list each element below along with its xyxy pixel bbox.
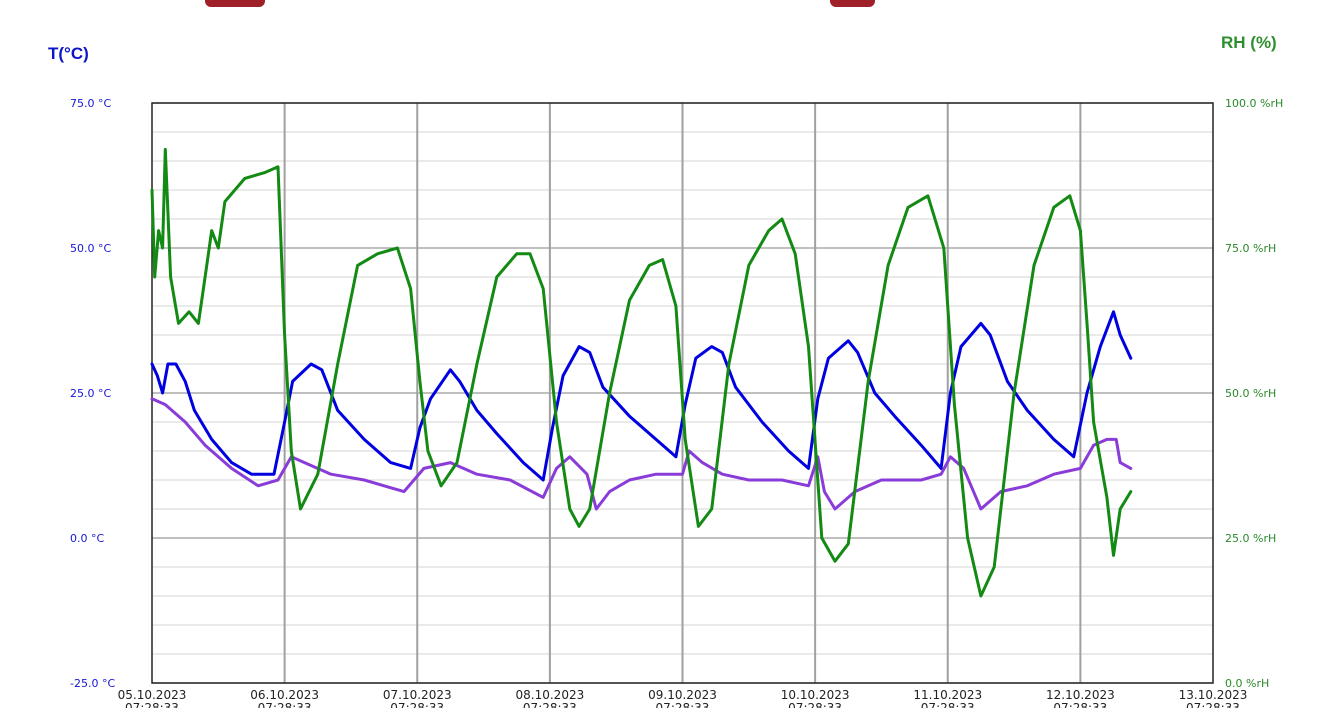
x-tick-date: 05.10.2023: [118, 688, 187, 702]
x-tick-time: 07:28:33: [125, 701, 179, 708]
x-tick-time: 07:28:33: [921, 701, 975, 708]
series-line-2: [150, 147, 1133, 598]
x-tick-time: 07:28:33: [788, 701, 842, 708]
x-tick-date: 12.10.2023: [1046, 688, 1115, 702]
banner-fragment-left: [205, 0, 265, 7]
x-tick-time: 07:28:33: [390, 701, 444, 708]
series-layer: [150, 147, 1133, 598]
left-tick-label: -25.0 °C: [70, 677, 115, 690]
x-tick-date: 13.10.2023: [1179, 688, 1248, 702]
right-tick-label: 0.0 %rH: [1225, 677, 1269, 690]
right-tick-label: 25.0 %rH: [1225, 532, 1276, 545]
banner-fragment-right: [830, 0, 875, 7]
x-tick-date: 11.10.2023: [913, 688, 982, 702]
right-tick-label: 50.0 %rH: [1225, 387, 1276, 400]
left-tick-label: 50.0 °C: [70, 242, 111, 255]
x-tick-date: 08.10.2023: [516, 688, 585, 702]
left-tick-label: 0.0 °C: [70, 532, 104, 545]
right-tick-label: 100.0 %rH: [1225, 97, 1283, 110]
x-tick-date: 10.10.2023: [781, 688, 850, 702]
x-tick-time: 07:28:33: [1053, 701, 1107, 708]
x-tick-date: 07.10.2023: [383, 688, 452, 702]
left-axis-title: T(°C): [48, 44, 89, 63]
plot-border: [151, 102, 1214, 684]
x-tick-date: 06.10.2023: [250, 688, 319, 702]
top-banner-fragment: [0, 0, 1321, 8]
x-tick-time: 07:28:33: [523, 701, 577, 708]
series-line-1: [150, 397, 1133, 511]
x-tick-time: 07:28:33: [1186, 701, 1240, 708]
right-tick-label: 75.0 %rH: [1225, 242, 1276, 255]
x-tick-time: 07:28:33: [656, 701, 710, 708]
right-axis-title: RH (%): [1221, 33, 1277, 52]
x-tick-date: 09.10.2023: [648, 688, 717, 702]
left-tick-label: 75.0 °C: [70, 97, 111, 110]
x-tick-time: 07:28:33: [258, 701, 312, 708]
left-tick-label: 25.0 °C: [70, 387, 111, 400]
series-line-0: [150, 310, 1133, 482]
tick-layer: 75.0 °C 50.0 °C 25.0 °C 0.0 °C -25.0 °C 100.0…: [70, 97, 1283, 708]
